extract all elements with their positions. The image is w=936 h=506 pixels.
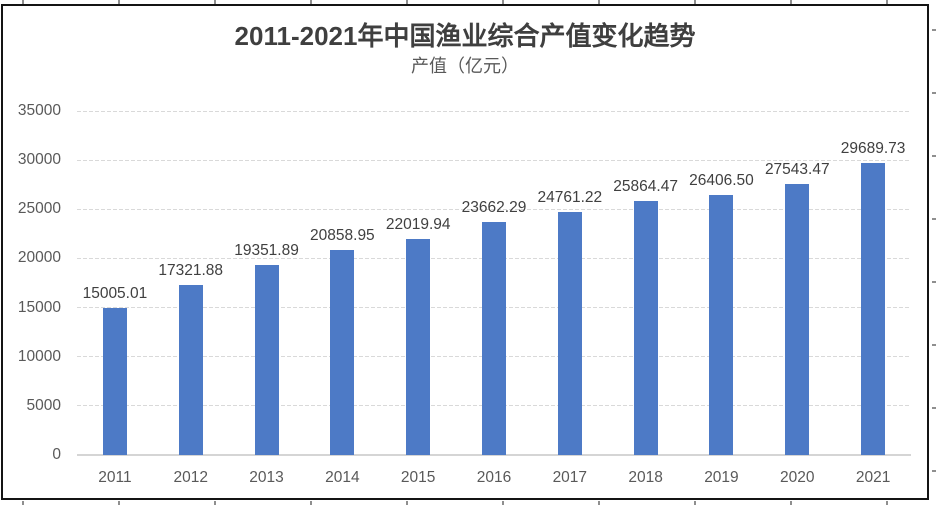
x-axis-baseline — [77, 454, 911, 456]
x-tick-label-2015: 2015 — [400, 469, 436, 486]
x-tick-label-2011: 2011 — [98, 469, 132, 486]
y-tick-label-25000: 25000 — [17, 200, 61, 218]
x-tick-label-2019: 2019 — [704, 469, 739, 486]
x-tick-label-2016: 2016 — [476, 469, 512, 486]
bar-2014 — [330, 249, 355, 455]
gridline-30000 — [77, 159, 911, 161]
data-label-2011: 15005.01 — [82, 284, 148, 302]
bar-2016 — [482, 222, 506, 455]
bar-2012 — [178, 284, 203, 455]
x-tick-label-2013: 2013 — [249, 469, 284, 486]
chart-subtitle: 产值（亿元） — [411, 56, 519, 76]
data-label-2015: 22019.94 — [385, 215, 451, 233]
data-label-2014: 20858.95 — [310, 226, 375, 244]
y-tick-label-5000: 5000 — [26, 396, 61, 414]
x-tick-label-2017: 2017 — [552, 469, 588, 486]
y-tick-label-35000: 35000 — [17, 102, 61, 119]
spreadsheet-row-marks-right — [932, 0, 936, 506]
data-label-2021: 29689.73 — [840, 140, 906, 158]
data-label-2013: 19351.89 — [234, 241, 299, 259]
bar-2011 — [102, 307, 127, 455]
data-label-2019: 26406.50 — [689, 172, 754, 190]
spreadsheet-column-marks-bottom — [0, 501, 936, 505]
bar-2021 — [861, 163, 886, 455]
y-tick-label-15000: 15000 — [17, 298, 61, 316]
bar-2017 — [557, 211, 582, 455]
x-tick-label-2014: 2014 — [325, 469, 360, 486]
chart-title: 2011-2021年中国渔业综合产值变化趋势 — [234, 21, 696, 51]
data-label-2018: 25864.47 — [613, 177, 678, 195]
y-tick-label-0: 0 — [52, 446, 61, 463]
bar-2018 — [633, 200, 658, 455]
gridline-35000 — [77, 110, 911, 112]
chart-frame: 2011-2021年中国渔业综合产值变化趋势 产值（亿元） 0 5000 10000… — [1, 4, 929, 500]
y-tick-label-30000: 30000 — [17, 151, 61, 169]
gridline-25000 — [77, 208, 911, 210]
spreadsheet-column-marks-top — [0, 0, 936, 4]
bar-2013 — [254, 264, 279, 455]
x-tick-label-2021: 2021 — [855, 469, 891, 486]
data-label-2012: 17321.88 — [158, 261, 224, 279]
x-tick-label-2018: 2018 — [628, 469, 663, 486]
data-label-2020: 27543.47 — [764, 161, 830, 179]
bar-2020 — [785, 184, 810, 455]
x-tick-label-2020: 2020 — [780, 469, 815, 486]
y-tick-label-20000: 20000 — [17, 249, 61, 267]
y-tick-label-10000: 10000 — [17, 347, 61, 365]
bar-2015 — [406, 238, 431, 455]
data-label-2016: 23662.29 — [461, 199, 527, 217]
data-label-2017: 24761.22 — [537, 188, 603, 206]
x-tick-label-2012: 2012 — [173, 469, 208, 486]
bar-2019 — [709, 195, 734, 455]
